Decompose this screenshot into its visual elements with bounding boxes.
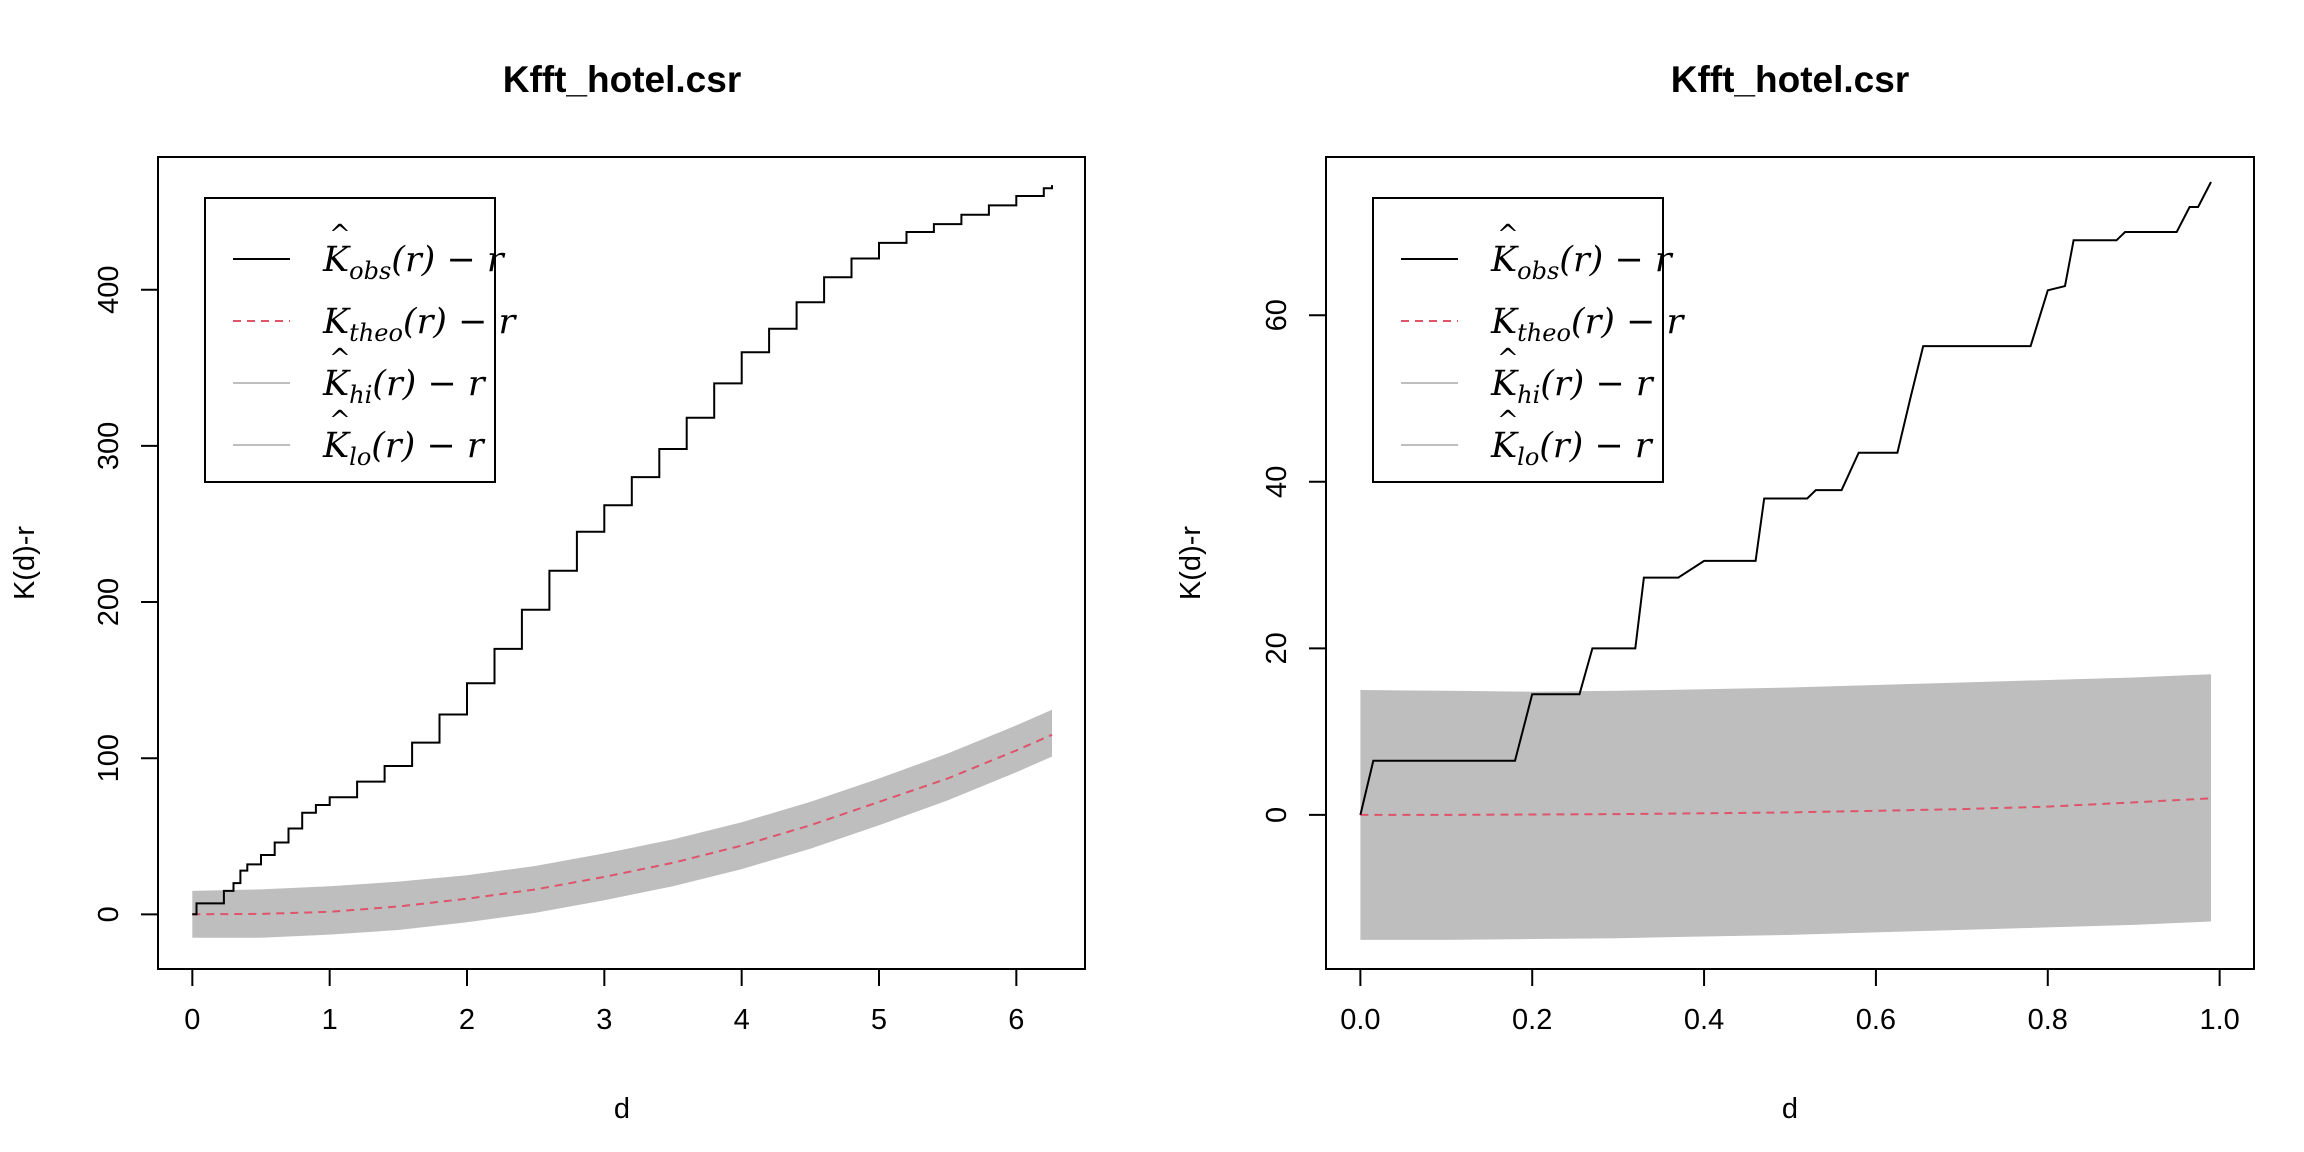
legend-expression: (r) − r	[391, 240, 506, 280]
chart-panel-right: 0.0 0.2 0.4 0.6 0.8 1.0 0 20 40 60 Kfft_hotel.csrd…	[1175, 59, 2255, 1125]
x-tick-label: 0.6	[1856, 1004, 1896, 1036]
legend-hat: ^	[1497, 220, 1519, 250]
legend-symbol: K	[322, 302, 351, 342]
legend-hat: ^	[329, 406, 351, 436]
chart-title: Kfft_hotel.csr	[1671, 59, 1909, 100]
series-theo-line	[1360, 797, 2212, 816]
x-tick-label: 0.2	[1512, 1004, 1552, 1036]
x-tick-label: 0.8	[2028, 1004, 2068, 1036]
legend-subscript: lo	[1517, 443, 1539, 471]
x-tick-label: 0.4	[1684, 1004, 1724, 1036]
legend-subscript: theo	[349, 319, 403, 347]
y-tick-label: 300	[93, 422, 125, 470]
legend-expression: (r) − r	[1571, 302, 1686, 342]
legend-expression: (r) − r	[372, 364, 487, 404]
x-tick-label: 1.0	[2199, 1004, 2239, 1036]
series-obs-line	[192, 185, 1053, 916]
y-tick-label: 200	[93, 578, 125, 626]
legend-symbol: K	[1490, 302, 1519, 342]
y-axis-label: K(d)-r	[9, 526, 41, 600]
legend-symbol: K	[1490, 364, 1519, 404]
y-tick-label: 0	[1261, 807, 1293, 823]
series-theo-line	[192, 733, 1053, 916]
legend-symbol: K	[1490, 240, 1519, 280]
legend-hat: ^	[329, 344, 351, 374]
legend-subscript: obs	[1517, 257, 1559, 285]
x-tick-label: 2	[459, 1004, 475, 1036]
legend-expression: (r) − r	[403, 302, 518, 342]
legend-hat: ^	[1497, 344, 1519, 374]
legend-symbol: K	[322, 240, 351, 280]
legend-symbol: K	[322, 364, 351, 404]
x-tick-label: 6	[1008, 1004, 1024, 1036]
x-axis-label: d	[1782, 1093, 1798, 1125]
legend-box	[1372, 197, 1664, 483]
y-axis-label: K(d)-r	[1175, 526, 1207, 600]
legend-hat: ^	[329, 220, 351, 250]
legend-label-hi: Khi(r) − r	[1490, 364, 1655, 409]
x-tick-label: 0.0	[1340, 1004, 1380, 1036]
legend-subscript: hi	[349, 381, 372, 409]
legend-subscript: obs	[349, 257, 391, 285]
series-obs-line	[1359, 181, 2212, 816]
legend-subscript: theo	[1517, 319, 1571, 347]
legend-label-theo: Ktheo(r) − r	[1490, 302, 1686, 347]
legend-label-theo: Ktheo(r) − r	[322, 302, 518, 347]
envelope-band	[192, 709, 1053, 938]
y-tick-label: 100	[93, 734, 125, 782]
legend-label-obs: Kobs(r) − r	[1490, 240, 1674, 285]
legend-label-hi: Khi(r) − r	[322, 364, 487, 409]
legend-label-lo: Klo(r) − r	[1490, 426, 1654, 471]
legend-subscript: hi	[1517, 381, 1540, 409]
y-tick-label: 40	[1261, 466, 1293, 498]
x-tick-label: 1	[322, 1004, 338, 1036]
legend-box	[204, 197, 496, 483]
legend-expression: (r) − r	[1539, 426, 1654, 466]
x-tick-label: 0	[184, 1004, 200, 1036]
x-tick-label: 5	[871, 1004, 887, 1036]
envelope-band	[1360, 674, 2211, 940]
legend-expression: (r) − r	[1540, 364, 1655, 404]
legend-label-lo: Klo(r) − r	[322, 426, 486, 471]
x-tick-label: 3	[596, 1004, 612, 1036]
legend-hat: ^	[1497, 406, 1519, 436]
x-axis-label: d	[614, 1093, 630, 1125]
y-tick-label: 0	[93, 906, 125, 922]
legend-label-obs: Kobs(r) − r	[322, 240, 506, 285]
legend-expression: (r) − r	[371, 426, 486, 466]
x-tick-label: 4	[734, 1004, 750, 1036]
legend-expression: (r) − r	[1559, 240, 1674, 280]
chart-title: Kfft_hotel.csr	[503, 59, 741, 100]
legend-symbol: K	[322, 426, 351, 466]
y-tick-label: 400	[93, 266, 125, 314]
y-tick-label: 20	[1261, 632, 1293, 664]
legend-symbol: K	[1490, 426, 1519, 466]
legend-subscript: lo	[349, 443, 371, 471]
y-tick-label: 60	[1261, 299, 1293, 331]
